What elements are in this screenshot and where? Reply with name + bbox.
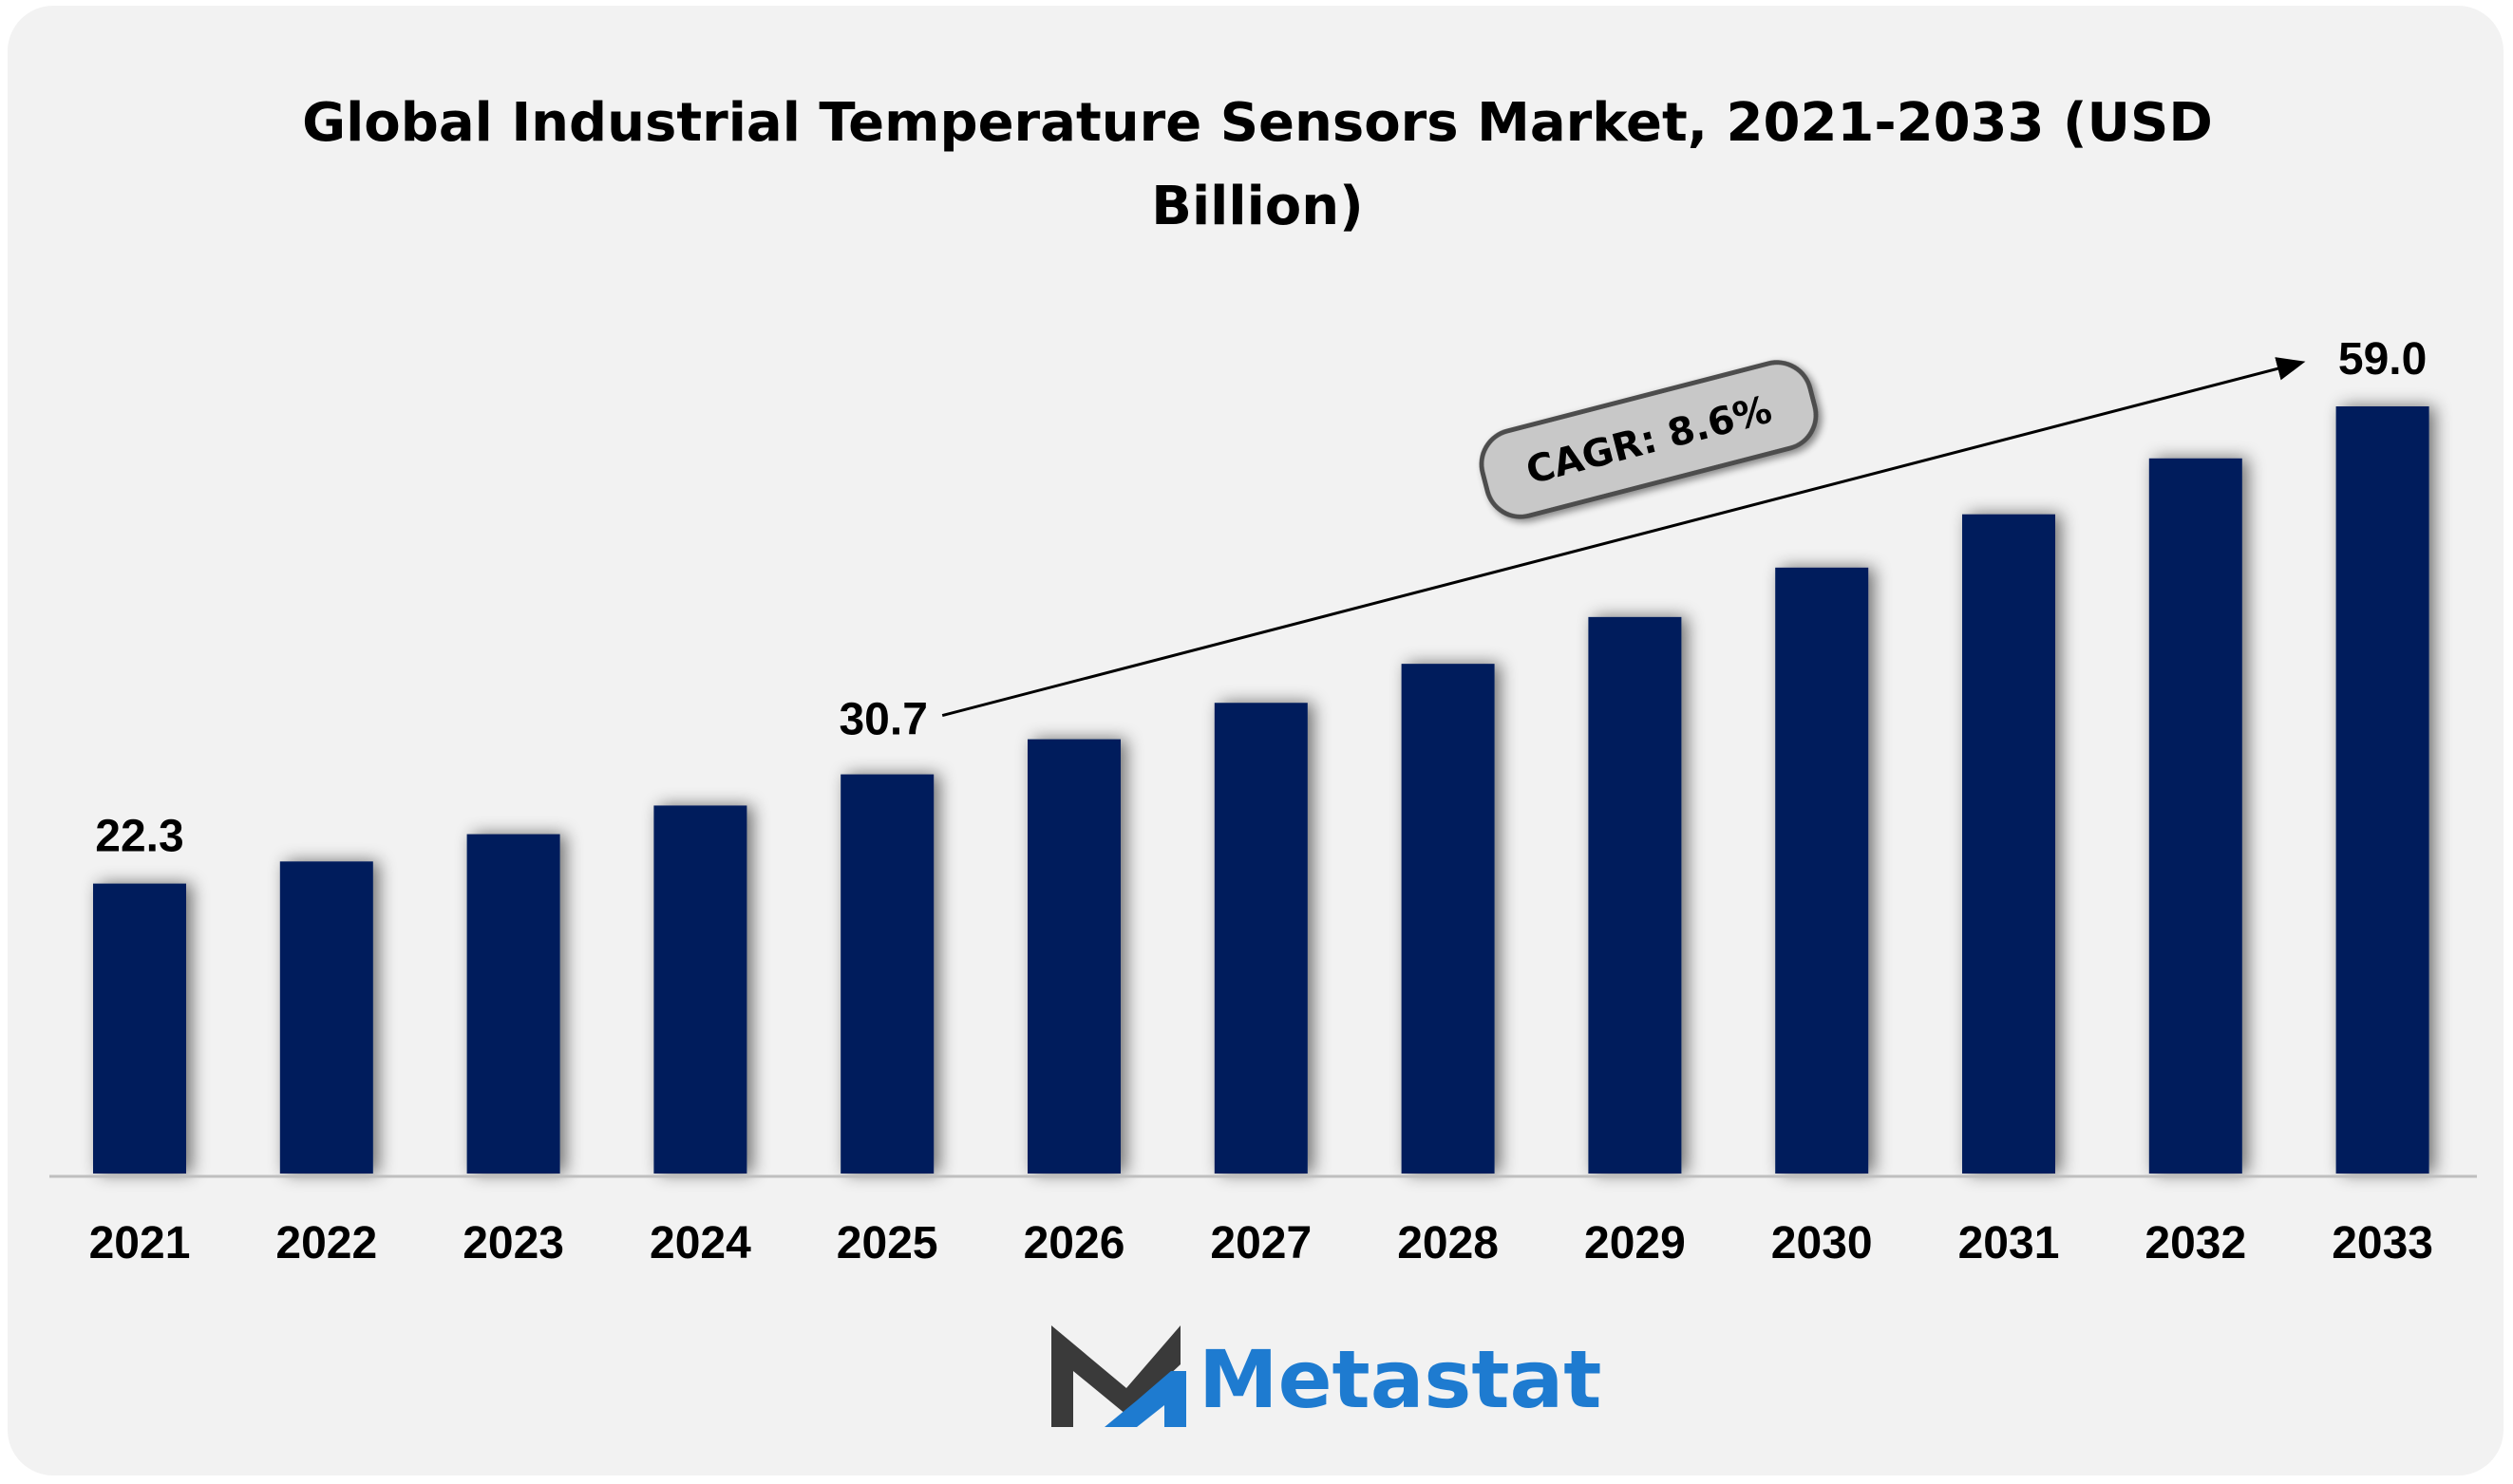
x-axis-ticks: 2021 2022 2023 2024 2025 2026 2027 2028 2029 2030… bbox=[89, 1218, 2433, 1268]
x-tick-2025: 2025 bbox=[837, 1218, 938, 1268]
chart-title-line-1: Global Industrial Temperature Sensors Ma… bbox=[302, 92, 2213, 154]
x-tick-2021: 2021 bbox=[89, 1218, 191, 1268]
data-labels: 22.3 30.7 59.0 bbox=[95, 334, 2427, 862]
x-tick-2032: 2032 bbox=[2145, 1218, 2246, 1268]
x-tick-2027: 2027 bbox=[1210, 1218, 1312, 1268]
bar-2023 bbox=[466, 834, 560, 1174]
x-tick-2024: 2024 bbox=[650, 1218, 751, 1268]
bar-2026 bbox=[1028, 739, 1121, 1174]
bar-2021 bbox=[93, 883, 186, 1174]
bar-2029 bbox=[1588, 616, 1682, 1174]
x-tick-2026: 2026 bbox=[1024, 1218, 1125, 1268]
chart-title-line-2: Billion) bbox=[1151, 176, 1363, 237]
x-tick-2023: 2023 bbox=[463, 1218, 564, 1268]
bar-2027 bbox=[1214, 703, 1308, 1174]
arrow-icon bbox=[941, 357, 2306, 718]
bar-2030 bbox=[1775, 567, 1869, 1174]
x-tick-2028: 2028 bbox=[1397, 1218, 1499, 1268]
data-label-2033: 59.0 bbox=[2338, 334, 2427, 385]
data-label-2025: 30.7 bbox=[839, 695, 927, 745]
x-tick-2031: 2031 bbox=[1958, 1218, 2060, 1268]
metastat-m-logo-icon bbox=[1051, 1325, 1186, 1427]
bar-2022 bbox=[279, 861, 373, 1174]
brand-logo: Metastat bbox=[1051, 1325, 1601, 1427]
data-label-2021: 22.3 bbox=[95, 812, 183, 862]
x-tick-2030: 2030 bbox=[1771, 1218, 1873, 1268]
bar-2028 bbox=[1401, 664, 1495, 1174]
bar-2032 bbox=[2148, 458, 2242, 1174]
cagr-badge bbox=[1479, 360, 1819, 519]
bar-2024 bbox=[653, 805, 747, 1174]
brand-name: Metastat bbox=[1199, 1333, 1601, 1426]
x-tick-2022: 2022 bbox=[275, 1218, 377, 1268]
bar-series bbox=[93, 406, 2429, 1174]
x-tick-2029: 2029 bbox=[1584, 1218, 1686, 1268]
bar-2033 bbox=[2335, 406, 2429, 1174]
bar-2031 bbox=[1962, 514, 2055, 1174]
x-tick-2033: 2033 bbox=[2332, 1218, 2433, 1268]
bar-2025 bbox=[841, 774, 935, 1174]
